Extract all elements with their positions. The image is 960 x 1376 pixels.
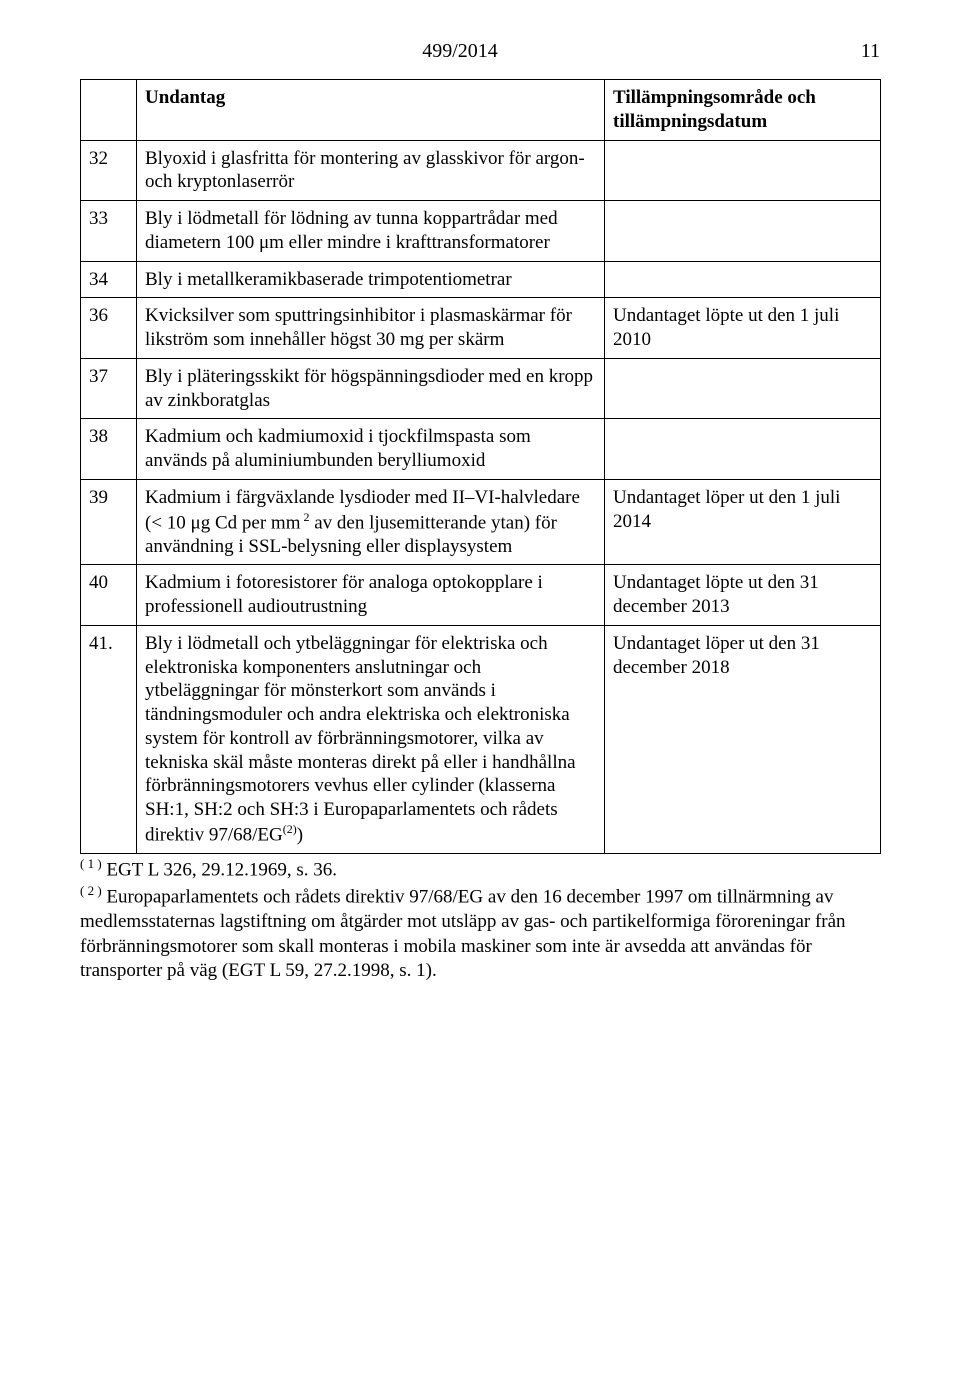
row-num: 34 — [81, 261, 137, 298]
footnote-1: ( 1 ) EGT L 326, 29.12.1969, s. 36. — [80, 856, 880, 883]
page: 499/2014 11 Undantag Tillämpningsområde … — [0, 0, 960, 1376]
exceptions-table: Undantag Tillämpningsområde och tillämpn… — [80, 79, 881, 854]
row-num: 38 — [81, 419, 137, 480]
page-number: 11 — [840, 40, 880, 63]
row-num: 37 — [81, 358, 137, 419]
row-undantag: Kadmium i fotoresistorer för analoga opt… — [137, 565, 605, 626]
table-row: 37 Bly i pläteringsskikt för högspänning… — [81, 358, 881, 419]
row-undantag: Bly i metallkeramikbaserade trimpotentio… — [137, 261, 605, 298]
footnote-2: ( 2 ) Europaparlamentets och rådets dire… — [80, 883, 880, 984]
row-num: 41. — [81, 625, 137, 853]
page-header: 499/2014 11 — [80, 40, 880, 63]
table-row: 33 Bly i lödmetall för lödning av tunna … — [81, 201, 881, 262]
footnote-1-marker: ( 1 ) — [80, 856, 102, 871]
footnote-2-text: Europaparlamentets och rådets direktiv 9… — [80, 886, 846, 981]
footnote-2-marker: ( 2 ) — [80, 883, 102, 898]
table-row: 39 Kadmium i färgväxlande lysdioder med … — [81, 479, 881, 565]
table-row: 32 Blyoxid i glasfritta för montering av… — [81, 140, 881, 201]
row-appl — [605, 358, 881, 419]
row-appl — [605, 140, 881, 201]
row-undantag: Bly i lödmetall för lödning av tunna kop… — [137, 201, 605, 262]
table-row: 41. Bly i lödmetall och ytbeläggningar f… — [81, 625, 881, 853]
row-undantag: Bly i lödmetall och ytbeläggningar för e… — [137, 625, 605, 853]
row-num: 32 — [81, 140, 137, 201]
table-row: 40 Kadmium i fotoresistorer för analoga … — [81, 565, 881, 626]
row-appl: Undantaget löpte ut den 1 juli 2010 — [605, 298, 881, 359]
row-appl: Undantaget löpte ut den 31 december 2013 — [605, 565, 881, 626]
table-row: 36 Kvicksilver som sputtringsinhibitor i… — [81, 298, 881, 359]
footnote-1-text: EGT L 326, 29.12.1969, s. 36. — [106, 859, 337, 880]
row-num: 40 — [81, 565, 137, 626]
col-header-num — [81, 80, 137, 141]
row-appl — [605, 261, 881, 298]
row-num: 33 — [81, 201, 137, 262]
row-appl — [605, 201, 881, 262]
row-num: 39 — [81, 479, 137, 565]
row-undantag: Kadmium i färgväxlande lysdioder med II–… — [137, 479, 605, 565]
row-appl: Undantaget löper ut den 1 juli 2014 — [605, 479, 881, 565]
footnotes: ( 1 ) EGT L 326, 29.12.1969, s. 36. ( 2 … — [80, 856, 880, 984]
col-header-appl: Tillämpningsområde och tillämpningsdatum — [605, 80, 881, 141]
footnote-ref-2: (2) — [283, 822, 297, 836]
row-num: 36 — [81, 298, 137, 359]
superscript-2: 2 — [300, 510, 309, 524]
row-appl: Undantaget löper ut den 31 december 2018 — [605, 625, 881, 853]
doc-number: 499/2014 — [80, 40, 840, 63]
row-undantag: Kvicksilver som sputtringsinhibitor i pl… — [137, 298, 605, 359]
row-undantag: Bly i pläteringsskikt för högspänningsdi… — [137, 358, 605, 419]
table-row: 34 Bly i metallkeramikbaserade trimpoten… — [81, 261, 881, 298]
row-undantag: Blyoxid i glasfritta för montering av gl… — [137, 140, 605, 201]
table-header-row: Undantag Tillämpningsområde och tillämpn… — [81, 80, 881, 141]
col-header-undantag: Undantag — [137, 80, 605, 141]
row-undantag: Kadmium och kadmiumoxid i tjockfilmspast… — [137, 419, 605, 480]
table-row: 38 Kadmium och kadmiumoxid i tjockfilmsp… — [81, 419, 881, 480]
row-appl — [605, 419, 881, 480]
